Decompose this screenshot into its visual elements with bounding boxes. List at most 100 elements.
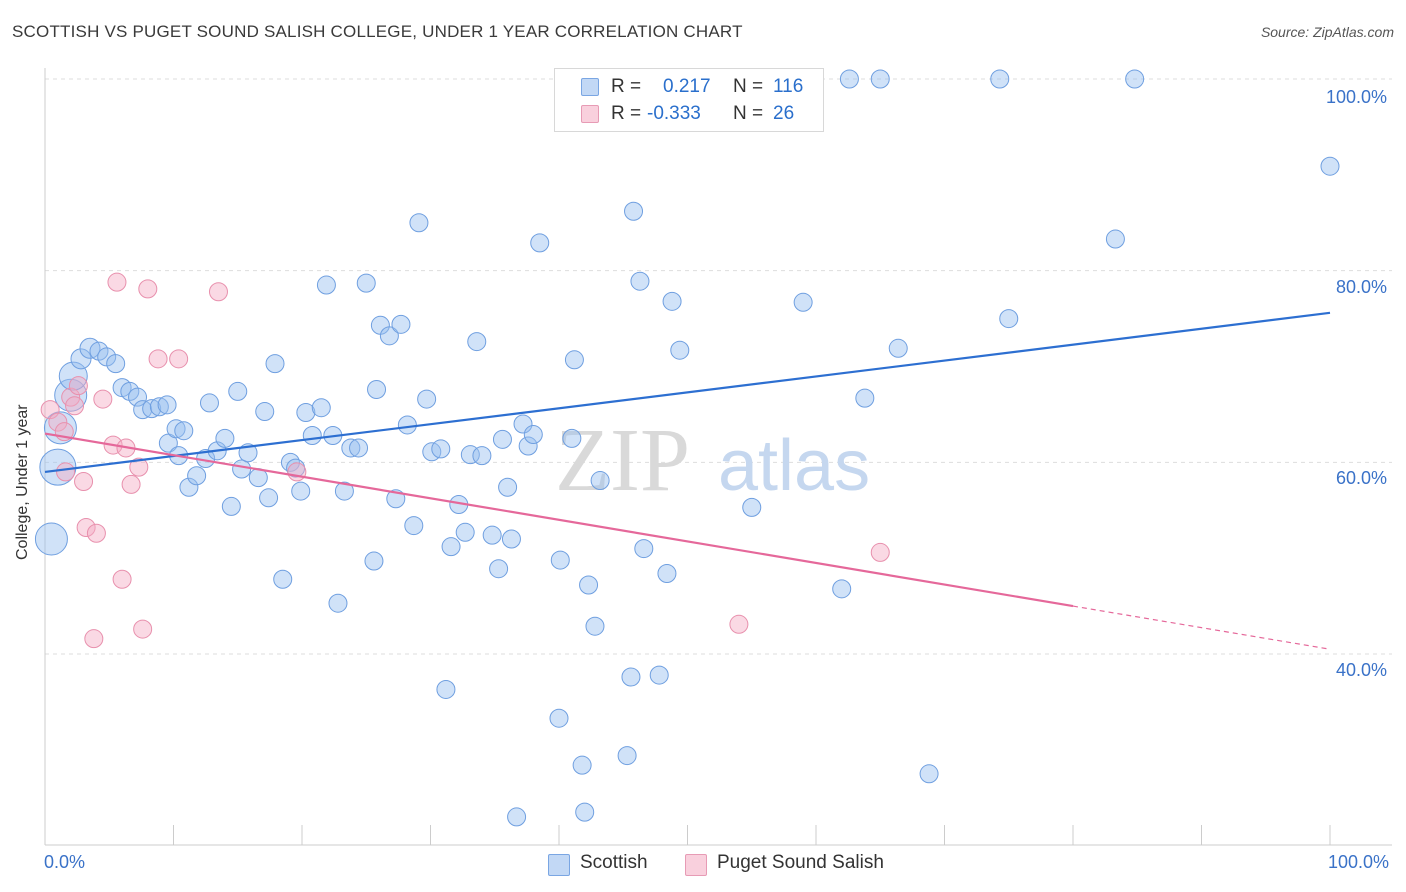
scottish-point-93 — [649, 665, 669, 685]
scottish-point-50 — [367, 380, 387, 399]
scottish-point-20 — [174, 421, 194, 441]
scottish-point-60 — [431, 439, 451, 459]
scottish-point-27 — [221, 496, 241, 516]
scottish-point-89 — [621, 667, 641, 687]
scottish-point-62 — [441, 537, 461, 557]
watermark-zip: ZIP — [555, 411, 690, 510]
salish-point-25 — [870, 542, 890, 562]
bottom-legend-label-scottish: Scottish — [580, 852, 648, 873]
scottish-point-45 — [334, 481, 354, 501]
salish-point-5 — [68, 376, 88, 396]
scottish-point-42 — [316, 275, 336, 295]
legend-r-value: -0.333 — [647, 103, 701, 124]
scottish-point-80 — [562, 428, 582, 448]
salish-point-12 — [107, 272, 127, 292]
scottish-point-40 — [302, 426, 322, 445]
watermark-atlas: atlas — [718, 426, 870, 506]
scottish-point-44 — [328, 593, 348, 613]
scottish-point-92 — [634, 539, 654, 559]
scottish-point-56 — [404, 516, 424, 536]
scottish-point-58 — [417, 389, 437, 409]
scottish-point-21 — [179, 477, 199, 497]
scottish-point-39 — [296, 403, 316, 422]
scottish-point-73 — [507, 807, 527, 827]
salish-point-24 — [729, 614, 749, 634]
scottish-point-29 — [232, 459, 252, 479]
scottish-point-28 — [228, 381, 248, 401]
scottish-point-83 — [575, 802, 595, 822]
legend-n-label: N = — [733, 103, 764, 124]
scottish-point-46 — [341, 438, 361, 458]
scottish-point-79 — [550, 550, 570, 570]
scottish-point-61 — [436, 679, 456, 699]
scottish-trend-line — [44, 311, 1331, 474]
salish-trend-extension — [1072, 605, 1331, 650]
scottish-point-26 — [215, 428, 235, 448]
bottom-legend-swatch-scottish — [548, 854, 570, 876]
scottish-point-70 — [492, 429, 512, 449]
scottish-point-5 — [70, 348, 92, 370]
scottish-point-34 — [265, 354, 285, 374]
scottish-point-107 — [1105, 229, 1125, 249]
scottish-point-108 — [1125, 69, 1145, 89]
salish-trend-line — [44, 432, 1074, 608]
scottish-point-57 — [409, 213, 429, 233]
salish-point-1 — [48, 412, 68, 432]
scottish-point-33 — [259, 488, 279, 508]
scottish-point-102 — [870, 69, 890, 89]
legend-r-label: R = — [611, 76, 642, 97]
y-tick-label-100: 100.0% — [1326, 87, 1388, 107]
legend-swatch-scottish — [581, 78, 599, 96]
scottish-point-67 — [472, 446, 492, 466]
scottish-point-47 — [349, 438, 369, 458]
scottish-point-0 — [34, 522, 68, 556]
scottish-point-64 — [455, 522, 475, 542]
legend-r-label: R = — [611, 103, 642, 124]
scottish-point-85 — [585, 616, 605, 636]
scottish-point-7 — [89, 341, 109, 361]
y-tick-label-80: 80.0% — [1336, 277, 1388, 297]
chart-title: SCOTTISH VS PUGET SOUND SALISH COLLEGE, … — [12, 22, 743, 41]
bottom-legend-label-salish: Puget Sound Salish — [717, 852, 884, 873]
scottish-point-78 — [549, 708, 569, 728]
salish-point-13 — [112, 569, 132, 589]
scottish-point-97 — [742, 497, 762, 517]
scottish-point-75 — [518, 436, 538, 456]
salish-point-21 — [208, 282, 228, 302]
scottish-point-22 — [187, 466, 207, 486]
scottish-point-90 — [624, 201, 644, 221]
scottish-point-88 — [617, 746, 637, 766]
scottish-point-91 — [630, 271, 650, 291]
legend-n-value: 116 — [773, 76, 804, 97]
salish-point-9 — [86, 523, 106, 543]
salish-point-18 — [138, 279, 158, 299]
scottish-point-9 — [106, 354, 126, 374]
scottish-point-36 — [280, 452, 300, 472]
scottish-point-105 — [990, 69, 1010, 89]
scottish-point-76 — [523, 425, 543, 445]
scottish-point-71 — [498, 477, 518, 497]
scottish-point-106 — [999, 309, 1019, 329]
y-tick-label-60: 60.0% — [1336, 468, 1388, 488]
scottish-point-41 — [311, 398, 331, 418]
bottom-legend-swatch-salish — [685, 854, 707, 876]
scottish-point-100 — [839, 69, 859, 89]
y-tick-label-40: 40.0% — [1336, 660, 1388, 680]
scottish-point-15 — [149, 397, 169, 417]
scottish-point-12 — [128, 387, 148, 407]
scottish-point-109 — [1320, 156, 1340, 176]
scottish-point-48 — [356, 273, 376, 293]
scottish-point-49 — [364, 551, 384, 571]
salish-point-20 — [169, 349, 189, 369]
scottish-point-55 — [397, 415, 417, 435]
salish-point-22 — [287, 462, 307, 482]
scottish-point-95 — [662, 291, 682, 311]
x-tick-label-min: 0.0% — [44, 852, 86, 872]
scottish-point-99 — [832, 579, 852, 599]
scottish-point-18 — [166, 419, 186, 439]
scottish-point-68 — [482, 525, 502, 545]
scottish-point-24 — [199, 393, 219, 413]
scottish-point-101 — [855, 388, 875, 408]
scottish-point-38 — [291, 481, 311, 501]
